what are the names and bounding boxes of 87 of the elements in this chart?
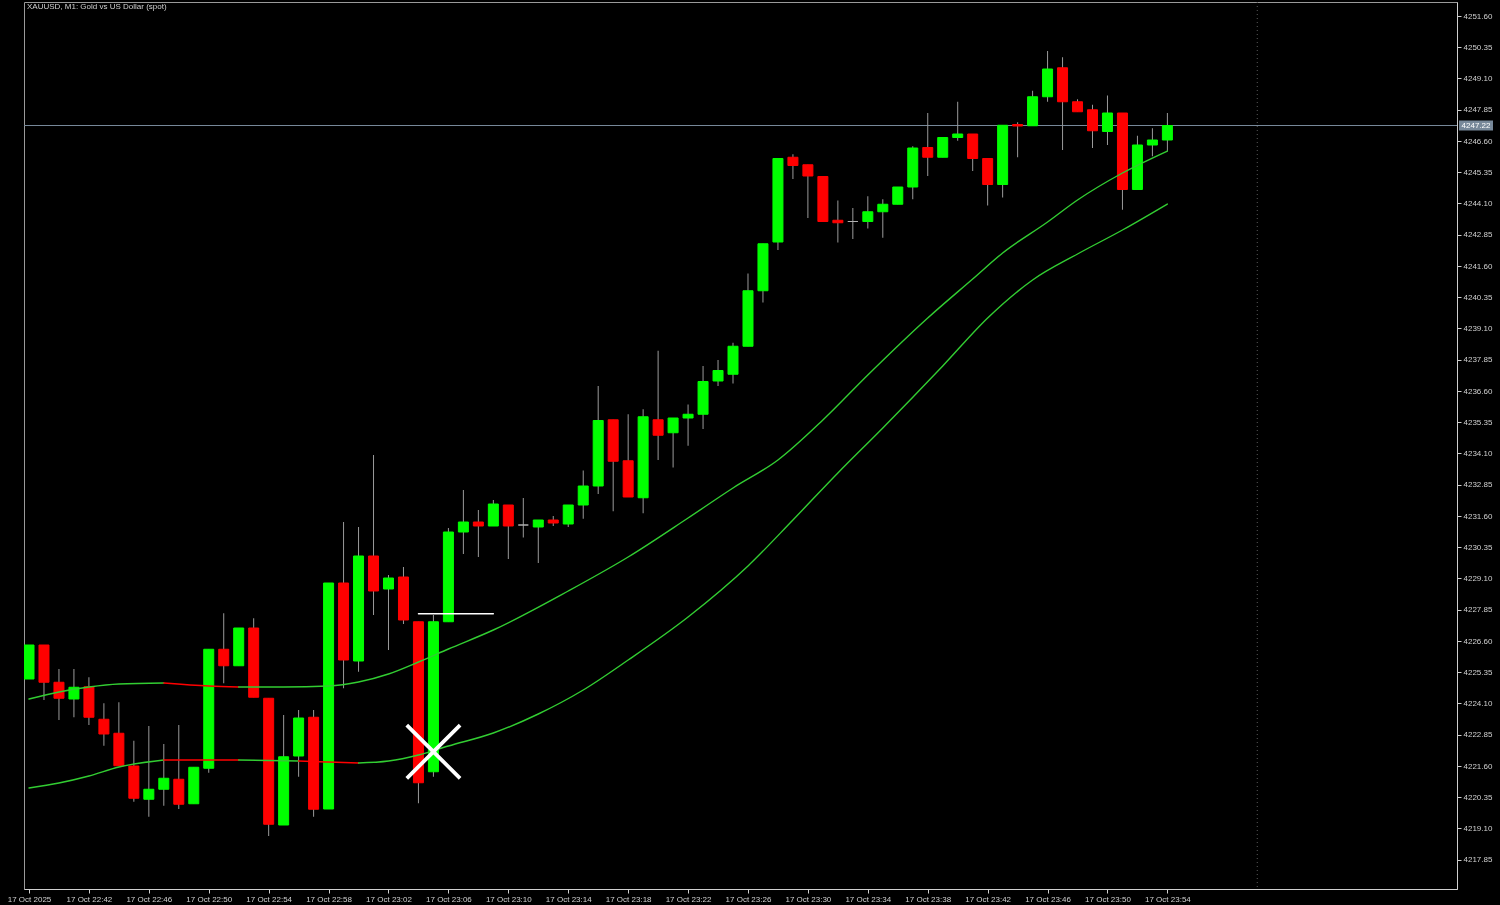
y-tick-label: 4246.60 — [1463, 136, 1493, 146]
candlestick — [832, 200, 844, 243]
candlestick — [877, 198, 889, 239]
y-tick-label: 4237.85 — [1463, 355, 1493, 365]
y-tick-label: 4227.85 — [1463, 605, 1493, 615]
x-tick-label: 17 Oct 23:14 — [545, 894, 593, 904]
y-tick-label: 4236.60 — [1463, 386, 1493, 396]
candlestick — [952, 101, 964, 142]
candlestick — [457, 489, 469, 555]
y-tick-label: 4247.85 — [1463, 105, 1493, 115]
candlestick — [667, 417, 679, 468]
candlestick — [682, 404, 694, 447]
candlestick — [68, 668, 80, 718]
y-tick-label: 4217.85 — [1463, 855, 1493, 865]
y-tick-label: 4225.35 — [1463, 667, 1493, 677]
y-tick-label: 4242.85 — [1463, 230, 1493, 240]
ref-line-label: 4247.22 — [1461, 120, 1492, 130]
x-tick-label: 17 Oct 23:38 — [905, 894, 952, 904]
x-tick-label: 17 Oct 23:10 — [485, 894, 533, 904]
y-tick-label: 4224.10 — [1463, 699, 1493, 708]
line-series — [28, 759, 165, 789]
candlestick — [922, 112, 934, 177]
y-tick-label: 4229.10 — [1463, 574, 1493, 583]
x-tick-label: 17 Oct 23:06 — [426, 894, 473, 904]
line-series — [28, 682, 165, 700]
chart-title: XAUUSD, M1: Gold vs US Dollar (spot) — [27, 2, 167, 11]
candlestick — [502, 504, 514, 560]
x-tick-label: 17 Oct 23:34 — [845, 894, 892, 904]
candlestick — [1146, 127, 1158, 157]
x-tick-label: 17 Oct 23:26 — [725, 894, 772, 904]
candlestick — [862, 195, 874, 229]
y-tick-label: 4232.85 — [1463, 480, 1493, 490]
x-tick-label: 17 Oct 23:54 — [1144, 894, 1192, 904]
candlestick — [472, 509, 484, 558]
x-tick-label: 17 Oct 22:50 — [186, 894, 233, 904]
candlestick — [98, 702, 110, 747]
candlestick — [802, 164, 814, 219]
x-tick-label: 17 Oct 22:58 — [306, 894, 353, 904]
x-tick-label: 17 Oct 23:18 — [605, 894, 653, 904]
line-series — [357, 203, 1169, 764]
candlestick — [532, 519, 544, 564]
y-tick-label: 4220.35 — [1463, 792, 1493, 802]
y-tick-label: 4230.35 — [1463, 542, 1493, 552]
y-tick-label: 4234.10 — [1463, 449, 1493, 458]
candlestick — [652, 350, 664, 461]
candlestick — [1101, 95, 1113, 146]
candlestick — [1087, 104, 1099, 149]
y-tick-label: 4250.35 — [1463, 42, 1493, 52]
y-tick-label: 4249.10 — [1463, 74, 1493, 83]
candlestick — [382, 574, 394, 651]
candlestick — [577, 470, 589, 520]
candlestick — [847, 207, 859, 240]
y-tick-label: 4219.10 — [1463, 824, 1493, 833]
candlestick — [53, 668, 65, 721]
y-tick-label: 4239.10 — [1463, 324, 1493, 333]
candlestick — [487, 499, 499, 527]
candlestick — [1012, 121, 1024, 158]
candlestick — [517, 497, 529, 538]
y-tick-label: 4244.10 — [1463, 199, 1493, 208]
x-tick-label: 17 Oct 22:42 — [66, 894, 113, 904]
candlestick — [787, 153, 799, 180]
candlestick — [218, 612, 230, 684]
x-tick-label: 17 Oct 23:42 — [965, 894, 1012, 904]
x-tick-label: 17 Oct 23:50 — [1085, 894, 1132, 904]
candlestick — [562, 504, 574, 528]
x-tick-label: 17 Oct 23:22 — [665, 894, 713, 904]
y-tick-label: 4221.60 — [1463, 761, 1493, 771]
x-tick-label: 17 Oct 23:46 — [1025, 894, 1072, 904]
y-tick-label: 4226.60 — [1463, 636, 1493, 646]
y-tick-label: 4245.35 — [1463, 167, 1493, 177]
x-tick-label: 17 Oct 23:02 — [366, 894, 413, 904]
y-tick-label: 4241.60 — [1463, 261, 1493, 271]
candlestick — [158, 743, 170, 807]
x-tick-label: 17 Oct 22:54 — [246, 894, 293, 904]
x-tick-label: 17 Oct 2025 — [7, 894, 52, 904]
candlestick — [1161, 112, 1173, 152]
y-tick-label: 4235.35 — [1463, 417, 1493, 427]
candlestick — [937, 137, 949, 158]
y-tick-label: 4251.60 — [1463, 11, 1493, 21]
line-series — [238, 150, 1169, 688]
y-tick-label: 4231.60 — [1463, 511, 1493, 521]
candlestick — [143, 725, 155, 818]
y-tick-label: 4240.35 — [1463, 292, 1493, 302]
x-tick-label: 17 Oct 23:30 — [785, 894, 832, 904]
candlestick — [712, 359, 724, 387]
x-tick-label: 17 Oct 22:46 — [126, 894, 173, 904]
y-tick-label: 4222.85 — [1463, 730, 1493, 740]
